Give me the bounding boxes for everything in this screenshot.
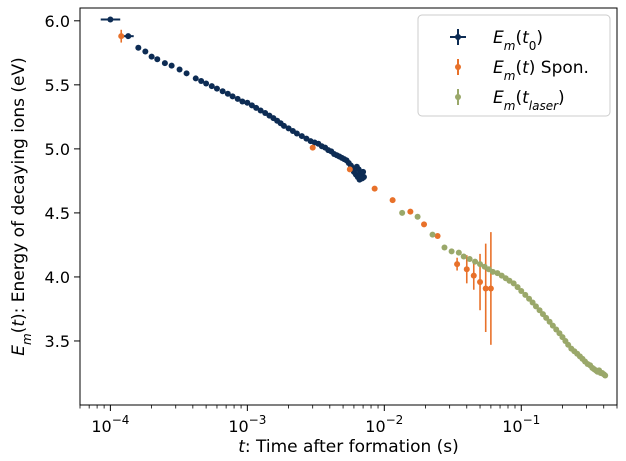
data-point	[360, 174, 367, 181]
data-point	[360, 168, 367, 175]
data-point	[229, 93, 236, 100]
data-point	[280, 122, 287, 129]
data-point	[460, 253, 467, 260]
plot-area	[100, 16, 609, 379]
data-point	[482, 285, 489, 292]
data-point	[487, 285, 494, 292]
data-point	[477, 261, 484, 268]
y-axis-label: Em(t): Energy of decaying ions (eV)	[9, 57, 34, 356]
y-tick-label: 3.5	[45, 332, 70, 351]
y-tick-label: 4.0	[45, 268, 70, 287]
data-point	[441, 244, 448, 251]
legend-marker	[455, 64, 461, 70]
y-tick-label: 4.5	[45, 204, 70, 223]
y-axis: 3.5 4.0 4.5 5.0 5.5 6.0	[45, 12, 80, 351]
data-point	[253, 104, 260, 111]
data-point	[510, 280, 517, 287]
legend-label: Em(t0)	[493, 28, 543, 53]
x-tick-label: 10−3	[228, 413, 266, 436]
data-point	[536, 307, 543, 314]
data-point	[161, 60, 168, 67]
series-2	[399, 209, 609, 379]
data-point	[407, 208, 414, 215]
data-point	[448, 248, 455, 255]
data-point	[309, 144, 316, 151]
data-point	[183, 70, 190, 77]
data-point	[192, 75, 199, 82]
data-point	[176, 66, 183, 73]
data-point	[454, 261, 461, 268]
data-point	[455, 249, 462, 256]
legend-item-1: Em(t) Spon.	[455, 58, 589, 83]
y-tick-label: 6.0	[45, 12, 70, 31]
data-point	[421, 221, 428, 228]
data-point	[107, 16, 114, 23]
data-point	[466, 256, 473, 263]
data-point	[602, 372, 609, 379]
data-point	[434, 232, 441, 239]
data-point	[470, 272, 477, 279]
data-point	[346, 166, 353, 173]
data-point	[257, 107, 264, 114]
data-point	[518, 288, 525, 295]
x-tick-label: 10−2	[365, 413, 403, 436]
data-point	[135, 44, 142, 51]
data-point	[219, 88, 226, 95]
data-point	[489, 268, 496, 275]
x-tick-label: 10−4	[91, 413, 129, 436]
y-tick-label: 5.0	[45, 140, 70, 159]
data-point	[549, 322, 556, 329]
data-point	[543, 314, 550, 321]
data-point	[429, 231, 436, 238]
data-point	[239, 98, 246, 105]
data-point	[477, 279, 484, 286]
series-0	[100, 16, 367, 183]
y-tick-label: 5.5	[45, 76, 70, 95]
legend-label: Em(tlaser)	[493, 88, 565, 113]
data-point	[389, 197, 396, 204]
data-point	[224, 90, 231, 97]
data-point	[234, 95, 241, 102]
legend-marker	[455, 34, 461, 40]
x-tick-label: 10−1	[502, 413, 540, 436]
data-point	[522, 291, 529, 298]
data-point	[244, 99, 251, 106]
legend-box	[417, 14, 611, 117]
x-axis: 10−4 10−3 10−2 10−1	[79, 405, 618, 436]
x-axis-label: t: Time after formation (s)	[238, 437, 459, 457]
data-point	[298, 133, 305, 140]
data-point	[526, 295, 533, 302]
legend-label: Em(t) Spon.	[493, 58, 589, 83]
data-point	[148, 53, 155, 60]
plot-frame	[79, 7, 618, 406]
data-point	[168, 62, 175, 69]
data-point	[463, 266, 470, 273]
data-point	[118, 33, 125, 40]
data-point	[532, 303, 539, 310]
data-point	[293, 130, 300, 137]
data-point	[414, 213, 421, 220]
data-point	[472, 258, 479, 265]
data-point	[208, 83, 215, 90]
data-point	[399, 209, 406, 216]
data-point	[213, 85, 220, 92]
data-point	[154, 56, 161, 63]
data-point	[371, 185, 378, 192]
legend-marker	[455, 94, 461, 100]
legend-item-0: Em(t0)	[450, 28, 543, 53]
data-point	[203, 80, 210, 87]
data-point	[125, 33, 132, 40]
legend: Em(t0) Em(t) Spon. Em(tlaser)	[417, 14, 611, 117]
data-point	[198, 77, 205, 84]
legend-item-2: Em(tlaser)	[455, 88, 565, 113]
data-point	[514, 284, 521, 291]
data-point	[142, 48, 149, 55]
series-1	[118, 29, 494, 345]
